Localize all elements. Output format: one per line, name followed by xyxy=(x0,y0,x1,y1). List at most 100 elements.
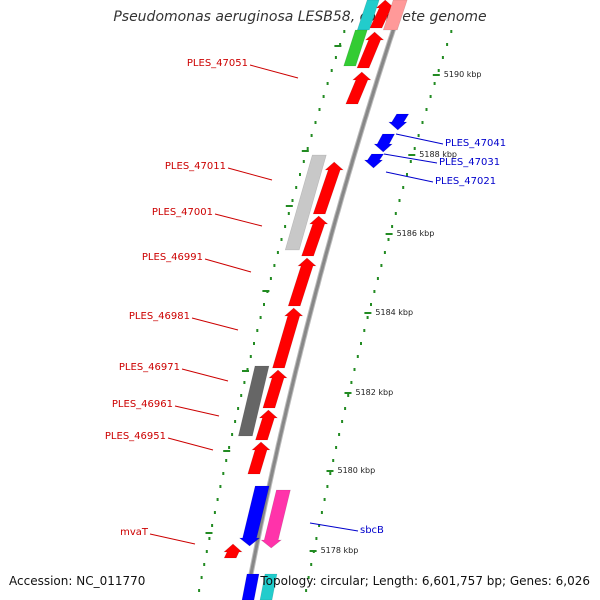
leader-line xyxy=(181,368,229,382)
gc-dot-left xyxy=(216,498,219,501)
gene-arrow xyxy=(247,441,271,475)
leader-line xyxy=(309,522,359,532)
gene-block xyxy=(238,365,270,437)
gene-label[interactable]: PLES_47021 xyxy=(435,176,497,187)
gc-dot-right xyxy=(356,355,359,358)
gc-dot-left xyxy=(284,225,287,228)
gene-label[interactable]: PLES_46971 xyxy=(118,362,180,373)
kbp-tick-label: 5186 kbp xyxy=(396,229,435,238)
gc-dot-right xyxy=(307,576,310,579)
leader-line xyxy=(249,64,299,79)
leader-line xyxy=(383,153,438,164)
gc-dot-right xyxy=(406,173,408,176)
tick-mark xyxy=(408,154,416,156)
gc-dot-right xyxy=(421,121,424,124)
gene-arrow xyxy=(363,153,385,169)
leader-line xyxy=(149,533,196,545)
leader-line xyxy=(227,167,273,181)
gc-dot-left xyxy=(205,550,208,553)
gc-dot-left xyxy=(295,186,298,189)
gc-dot-left xyxy=(269,277,272,280)
gc-dot-left xyxy=(234,420,237,423)
gc-dash-left xyxy=(301,150,309,152)
gene-label[interactable]: mvaT xyxy=(120,527,148,538)
gc-dot-left xyxy=(322,95,325,98)
gc-dot-right xyxy=(315,537,318,540)
gene-arrow xyxy=(260,489,291,549)
gc-dash-left xyxy=(334,45,342,47)
gc-dot-left xyxy=(330,69,333,72)
gc-dot-right xyxy=(360,342,362,345)
gene-label[interactable]: PLES_46991 xyxy=(141,252,203,263)
gene-arrow xyxy=(223,543,243,559)
gc-dot-left xyxy=(306,147,309,150)
gene-block xyxy=(284,154,327,251)
gene-label[interactable]: PLES_46981 xyxy=(128,311,190,322)
gc-dot-right xyxy=(370,303,372,306)
gc-dot-right xyxy=(318,524,321,527)
gc-dot-left xyxy=(237,407,240,410)
kbp-tick-label: 5188 kbp xyxy=(419,150,457,159)
gene-block xyxy=(241,573,260,600)
gene-label[interactable]: PLES_46961 xyxy=(111,399,173,410)
backbone-shadow xyxy=(243,0,406,600)
gene-label[interactable]: PLES_47001 xyxy=(151,207,213,218)
gene-label[interactable]: PLES_47031 xyxy=(439,157,501,168)
gene-label[interactable]: PLES_47011 xyxy=(164,161,226,172)
gc-dot-right xyxy=(305,589,308,592)
tick-mark xyxy=(385,233,393,235)
gc-dot-left xyxy=(259,316,262,319)
gene-block xyxy=(259,573,278,600)
gc-dot-left xyxy=(211,524,214,527)
gc-dot-right xyxy=(320,511,323,514)
gene-label[interactable]: sbcB xyxy=(360,525,384,536)
gc-dash-left xyxy=(223,450,231,452)
gc-dot-left xyxy=(231,433,234,436)
gc-dot-left xyxy=(243,381,246,384)
kbp-tick-label: 5180 kbp xyxy=(337,466,376,475)
gc-dot-left xyxy=(222,472,225,475)
gc-dot-right xyxy=(409,160,412,163)
gene-arrow xyxy=(312,161,344,215)
gc-dot-left xyxy=(256,329,259,332)
gene-block xyxy=(343,29,368,67)
tick-mark xyxy=(344,392,352,394)
gc-dot-left xyxy=(219,485,222,488)
gene-arrow xyxy=(301,215,329,257)
gc-dot-left xyxy=(343,30,346,33)
gc-dot-right xyxy=(402,186,405,189)
gene-arrow xyxy=(345,71,372,105)
kbp-tick-label: 5190 kbp xyxy=(443,70,482,79)
gc-dot-right xyxy=(450,30,453,33)
gc-dot-right xyxy=(366,316,369,319)
gene-label[interactable]: PLES_47041 xyxy=(445,138,507,149)
gc-dot-left xyxy=(198,589,201,592)
gene-arrow xyxy=(262,369,288,409)
leader-line xyxy=(174,405,220,417)
gc-dot-left xyxy=(339,43,342,46)
gc-dot-left xyxy=(253,342,255,345)
tick-mark xyxy=(364,312,372,314)
gc-dot-right xyxy=(338,433,341,436)
gc-dot-right xyxy=(347,394,350,397)
backbone-line xyxy=(244,0,405,600)
gc-dot-left xyxy=(213,511,216,514)
gc-dot-right xyxy=(433,82,436,85)
gc-dot-right xyxy=(429,95,432,98)
kbp-tick-label: 5184 kbp xyxy=(375,308,414,317)
gc-dash-left xyxy=(285,205,293,207)
gc-dot-left xyxy=(203,563,206,566)
gene-label[interactable]: PLES_47051 xyxy=(186,58,248,69)
gene-arrow xyxy=(388,113,410,131)
gc-dot-left xyxy=(276,251,279,254)
tick-mark xyxy=(326,470,334,472)
gc-dot-left xyxy=(246,368,249,371)
accession-text: Accession: NC_011770 xyxy=(9,574,146,588)
leader-line xyxy=(204,258,252,273)
gene-label[interactable]: PLES_46951 xyxy=(104,431,166,442)
gc-dot-right xyxy=(413,147,416,150)
gc-dot-right xyxy=(417,134,420,137)
gene-arrow xyxy=(369,0,395,29)
gc-dot-left xyxy=(240,394,243,397)
